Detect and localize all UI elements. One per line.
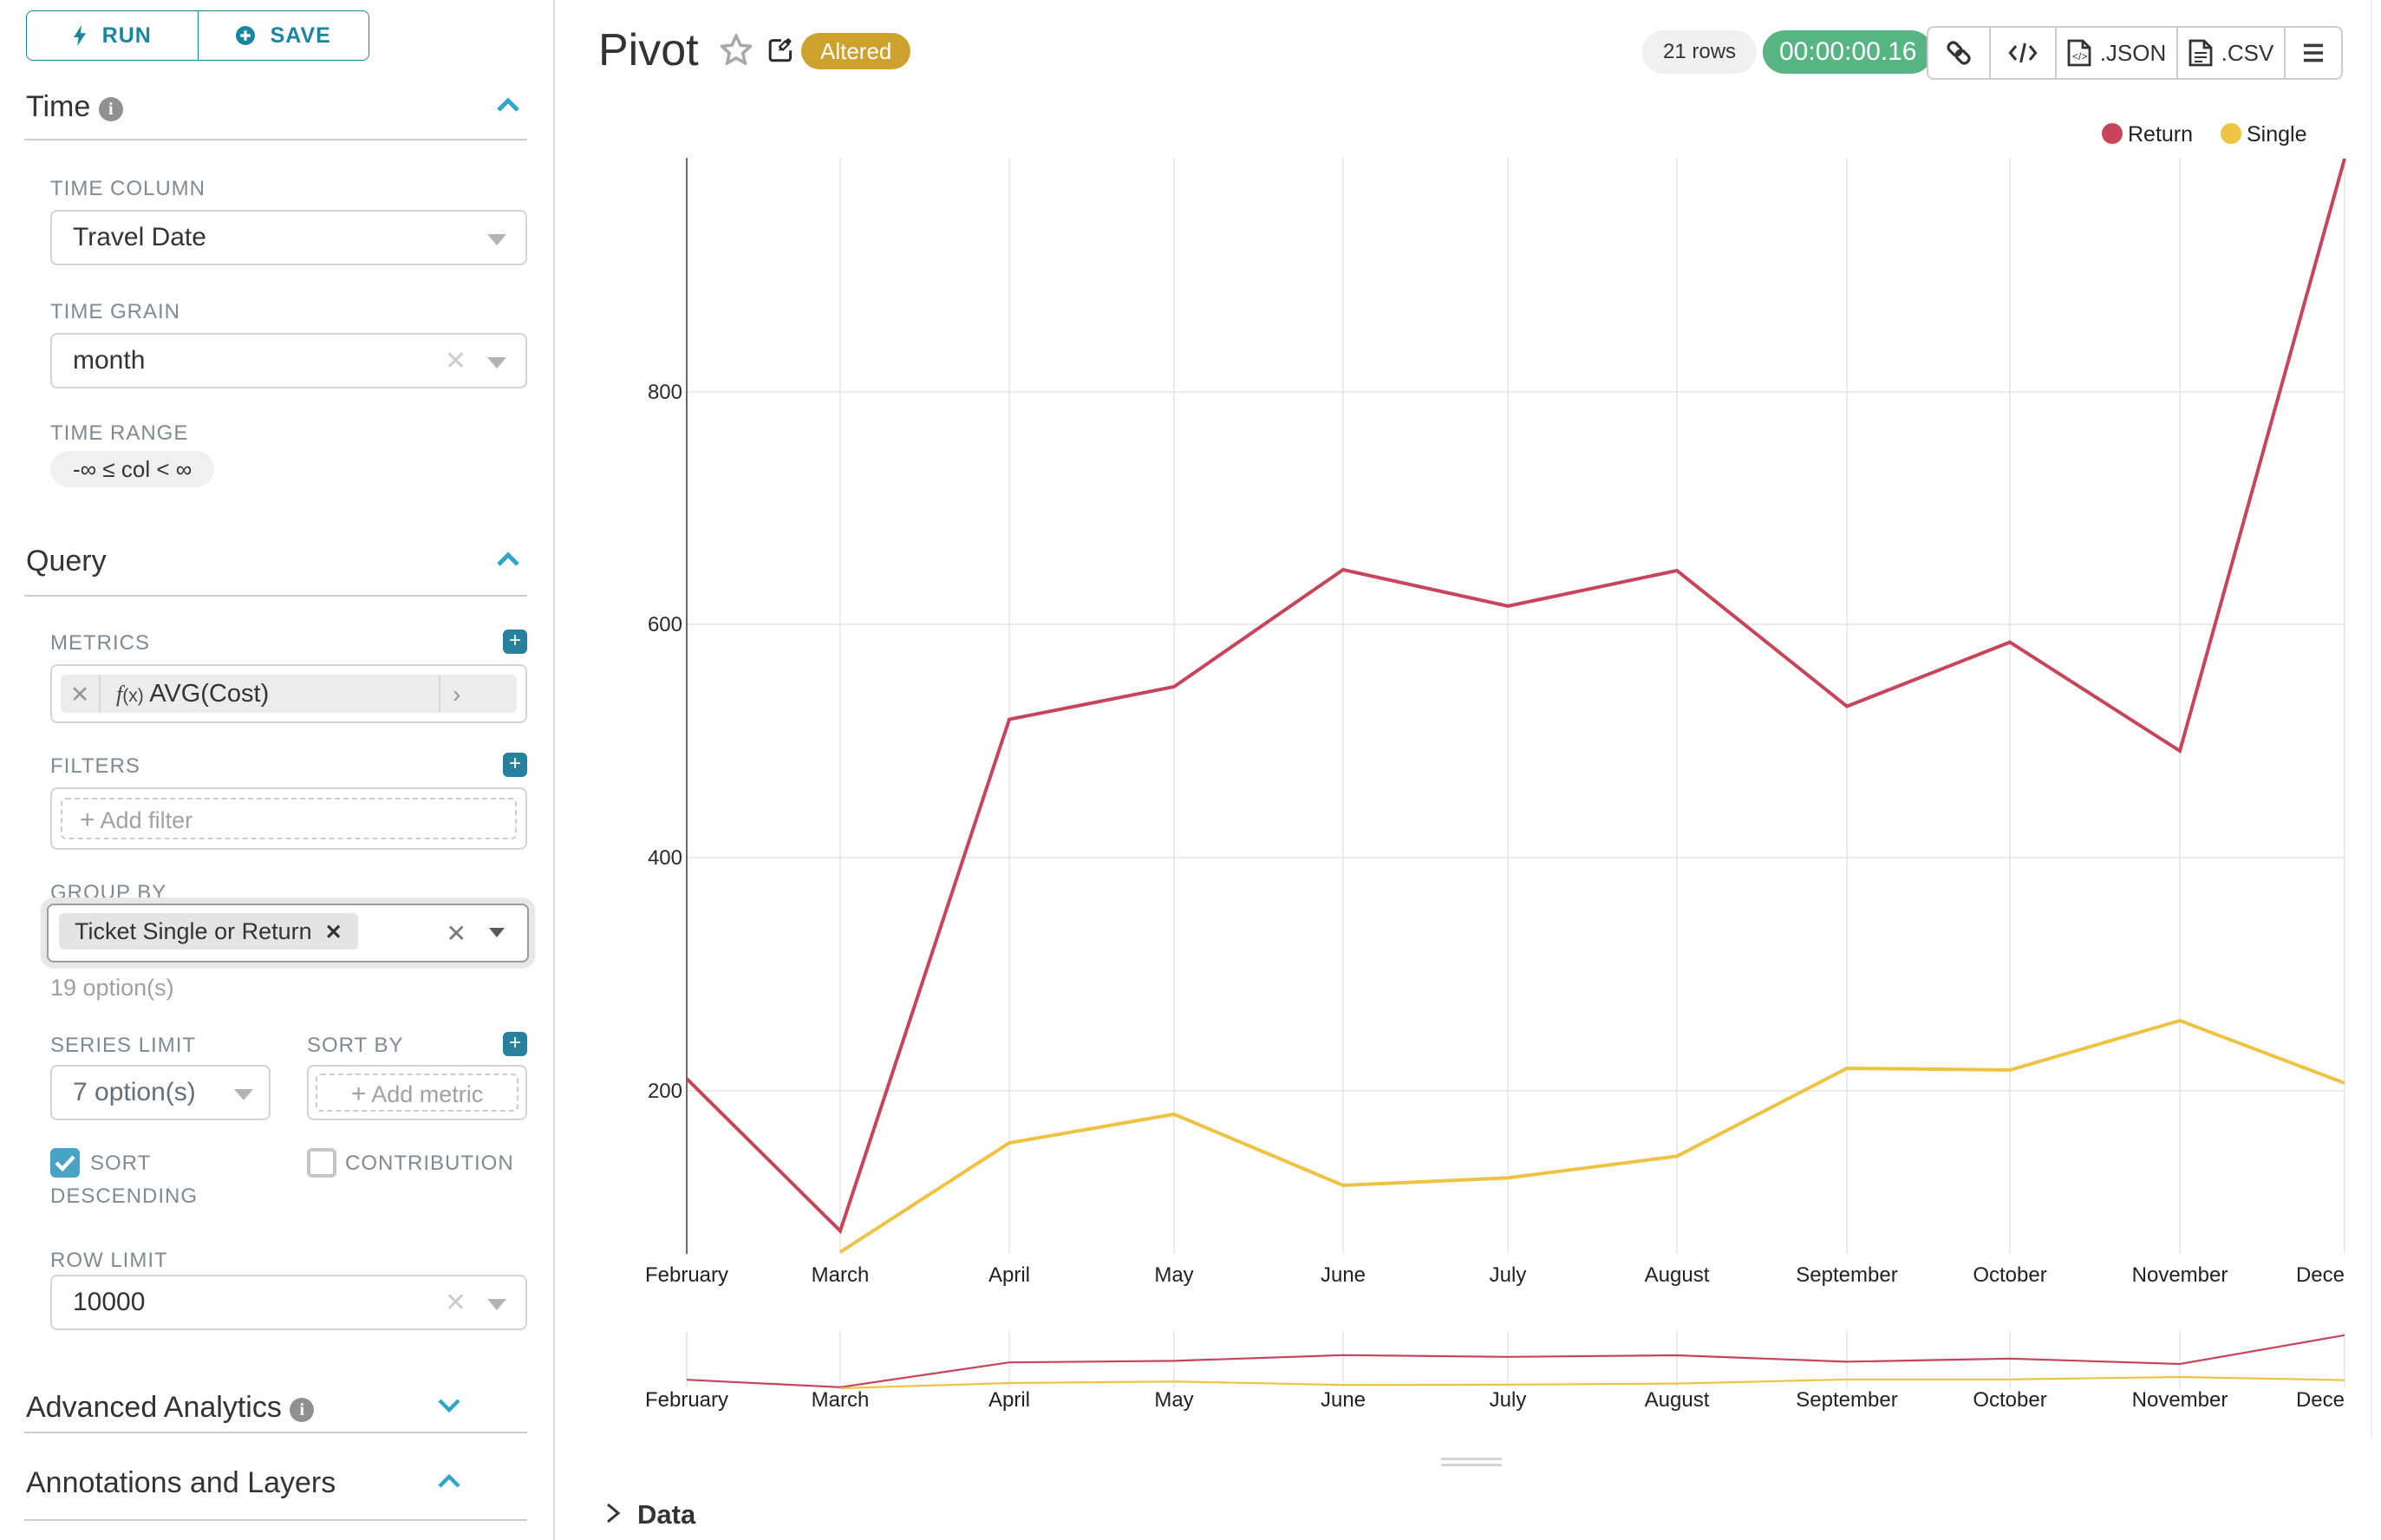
svg-text:June: June bbox=[1321, 1263, 1366, 1287]
svg-text:April: April bbox=[988, 1263, 1030, 1287]
svg-text:April: April bbox=[988, 1388, 1030, 1412]
svg-text:May: May bbox=[1154, 1388, 1193, 1412]
svg-text:Dece: Dece bbox=[2296, 1388, 2345, 1412]
svg-text:March: March bbox=[812, 1263, 870, 1287]
svg-text:Single: Single bbox=[2247, 122, 2307, 147]
svg-text:September: September bbox=[1796, 1263, 1897, 1287]
svg-text:February: February bbox=[645, 1388, 728, 1412]
svg-text:Return: Return bbox=[2128, 122, 2193, 147]
svg-text:200: 200 bbox=[648, 1080, 682, 1103]
svg-text:May: May bbox=[1154, 1263, 1193, 1287]
svg-text:November: November bbox=[2132, 1263, 2228, 1287]
svg-text:October: October bbox=[1973, 1388, 2046, 1412]
svg-text:400: 400 bbox=[648, 846, 682, 870]
svg-text:October: October bbox=[1973, 1263, 2046, 1287]
svg-text:</>: </> bbox=[2072, 50, 2087, 62]
svg-text:June: June bbox=[1321, 1388, 1366, 1412]
svg-text:February: February bbox=[645, 1263, 728, 1287]
svg-text:March: March bbox=[812, 1388, 870, 1412]
svg-text:July: July bbox=[1490, 1263, 1527, 1287]
svg-text:600: 600 bbox=[648, 613, 682, 636]
svg-text:July: July bbox=[1490, 1388, 1527, 1412]
svg-text:Dece: Dece bbox=[2296, 1263, 2345, 1287]
svg-text:November: November bbox=[2132, 1388, 2228, 1412]
svg-text:September: September bbox=[1796, 1388, 1897, 1412]
svg-text:800: 800 bbox=[648, 381, 682, 404]
svg-text:August: August bbox=[1645, 1388, 1710, 1412]
svg-text:August: August bbox=[1645, 1263, 1710, 1287]
